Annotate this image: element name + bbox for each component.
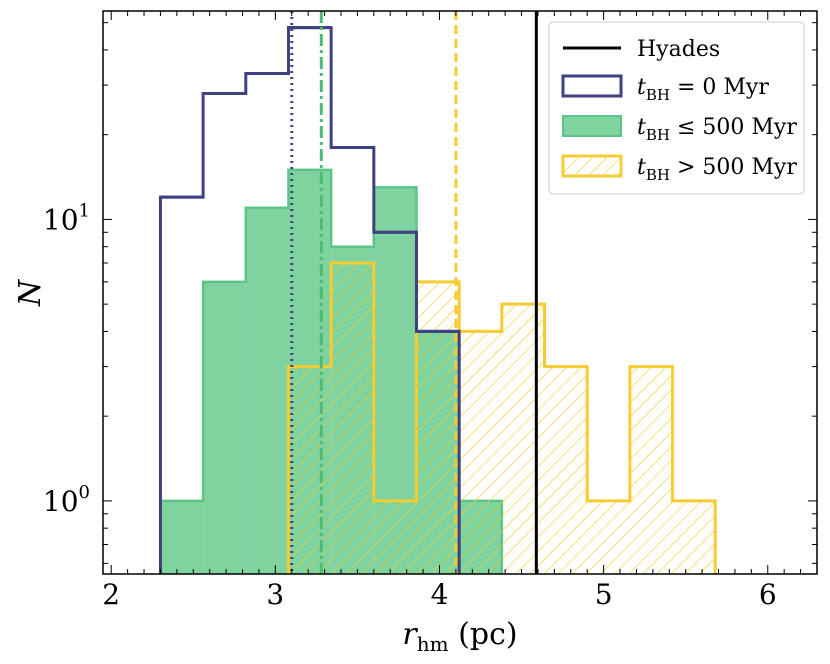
bar-yellow-6	[544, 366, 588, 574]
bar-yellow-7	[587, 500, 630, 574]
legend-swatch-yellow	[561, 154, 623, 178]
bar-yellow-0	[288, 366, 332, 574]
x-tick-label: 4	[431, 578, 449, 611]
x-tick-label: 2	[102, 578, 120, 611]
x-tick-label: 3	[266, 578, 284, 611]
legend-swatch-green	[562, 115, 622, 137]
legend-box	[548, 21, 805, 195]
plot-frame	[102, 10, 818, 575]
bar-yellow-8	[629, 366, 673, 574]
y-axis-label: N	[13, 278, 48, 307]
bar-yellow-9	[672, 500, 716, 574]
bar-yellow-2	[373, 500, 417, 574]
bar-green-0	[160, 500, 204, 574]
legend-label-yellow: tBH > 500 Myr	[637, 155, 797, 184]
y-tick-label: 101	[43, 200, 90, 236]
bar-yellow-4	[459, 331, 502, 574]
y-tick-label: 100	[43, 482, 90, 518]
series-yellow-outline	[286, 261, 717, 574]
x-tick-label: 5	[595, 578, 613, 611]
x-axis-label: rhm (pc)	[402, 617, 517, 656]
legend-label-green: tBH ≤ 500 Myr	[637, 115, 797, 144]
legend: Hyades tBH = 0 Myr tBH ≤ 500 Myr tBH > 500 …	[548, 21, 805, 195]
x-tick-label: 6	[759, 578, 777, 611]
legend-hyades-label: Hyades	[637, 37, 720, 62]
legend-label-blue: tBH = 0 Myr	[637, 75, 769, 104]
bar-green-1	[203, 281, 246, 574]
bar-yellow-5	[501, 304, 545, 574]
bar-yellow-3	[416, 281, 460, 574]
legend-swatch-blue	[561, 74, 623, 98]
bar-green-2	[245, 207, 289, 574]
bar-yellow-1	[331, 263, 374, 574]
